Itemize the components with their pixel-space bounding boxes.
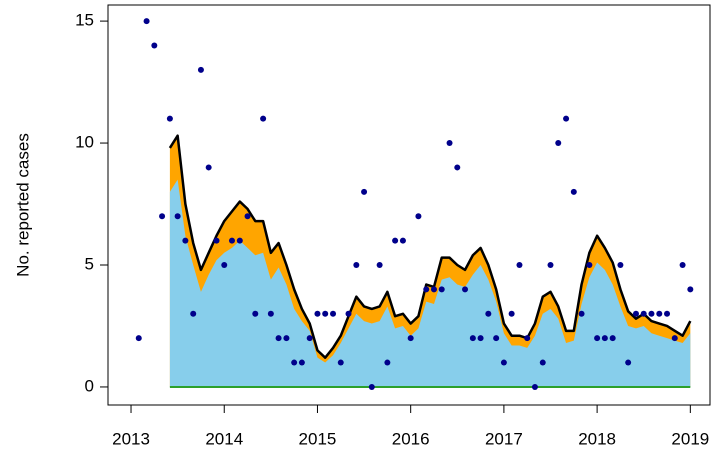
point [648, 310, 655, 317]
point [547, 262, 554, 268]
point [563, 115, 570, 122]
plot-frame [107, 4, 711, 406]
line [168, 134, 692, 359]
point [664, 310, 671, 317]
point [345, 310, 352, 317]
point [609, 335, 616, 342]
point [322, 310, 329, 317]
point [477, 335, 484, 342]
y-tick-label: 0 [85, 376, 94, 395]
point [656, 310, 663, 317]
point [353, 262, 360, 268]
point [640, 310, 647, 317]
point [236, 237, 243, 244]
point [267, 310, 274, 317]
point [671, 335, 678, 342]
point [430, 286, 437, 293]
point [182, 237, 189, 244]
point [314, 310, 321, 317]
point [190, 310, 197, 317]
point [516, 262, 523, 268]
point [679, 262, 686, 268]
point [415, 213, 422, 220]
point [151, 42, 158, 49]
point [159, 213, 166, 220]
point [283, 335, 290, 342]
point [508, 310, 515, 317]
point [446, 140, 453, 147]
point [469, 335, 476, 342]
point [423, 286, 430, 293]
point [260, 115, 267, 122]
point [594, 335, 601, 342]
point [135, 335, 142, 342]
point [601, 335, 608, 342]
point [493, 335, 500, 342]
point [531, 383, 538, 390]
point [438, 286, 445, 293]
point [578, 310, 585, 317]
point [392, 237, 399, 244]
point [197, 66, 204, 73]
point [244, 213, 251, 220]
point [570, 188, 577, 195]
point [462, 286, 469, 293]
point [252, 310, 259, 317]
y-tick-label: 10 [75, 133, 94, 152]
point [485, 310, 492, 317]
x-tick-label: 2019 [671, 429, 709, 448]
point [539, 359, 546, 366]
area [169, 179, 691, 387]
point [306, 335, 313, 342]
point [174, 213, 181, 220]
point [368, 383, 375, 390]
x-tick-label: 2016 [392, 429, 430, 448]
point [376, 262, 383, 268]
point [407, 335, 414, 342]
point [500, 359, 507, 366]
point [361, 188, 368, 195]
point [687, 286, 694, 293]
y-tick-label: 15 [75, 11, 94, 30]
point [291, 359, 298, 366]
point [166, 115, 173, 122]
point [617, 262, 624, 268]
point [337, 359, 344, 366]
x-tick-label: 2018 [578, 429, 616, 448]
y-axis-label: No. reported cases [13, 133, 32, 277]
point [330, 310, 337, 317]
point [399, 237, 406, 244]
y-tick-label: 5 [85, 254, 94, 273]
point [625, 359, 632, 366]
point [213, 237, 220, 244]
point [143, 18, 150, 25]
point [632, 310, 639, 317]
x-tick-label: 2013 [112, 429, 150, 448]
point [221, 262, 228, 268]
x-tick-label: 2015 [299, 429, 337, 448]
point [205, 164, 212, 171]
point [228, 237, 235, 244]
point [586, 262, 593, 268]
x-tick-label: 2017 [485, 429, 523, 448]
point [524, 335, 531, 342]
point [298, 359, 305, 366]
x-tick-label: 2014 [205, 429, 243, 448]
point [555, 140, 562, 147]
point [275, 335, 282, 342]
point [454, 164, 461, 171]
point [384, 359, 391, 366]
